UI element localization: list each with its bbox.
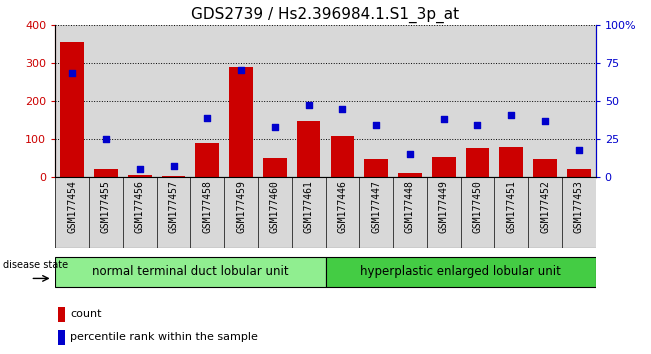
Bar — [393, 25, 427, 177]
Bar — [461, 177, 494, 248]
Point — [101, 136, 111, 142]
Text: GSM177448: GSM177448 — [405, 181, 415, 233]
Bar — [89, 25, 123, 177]
Bar — [224, 25, 258, 177]
Point — [337, 105, 348, 111]
Bar — [292, 25, 326, 177]
Bar — [123, 177, 157, 248]
Bar — [258, 25, 292, 177]
Point — [540, 118, 550, 124]
Bar — [297, 121, 320, 177]
Bar — [499, 147, 523, 177]
Bar — [94, 169, 118, 177]
Bar — [427, 25, 461, 177]
Bar — [331, 136, 354, 177]
Bar — [359, 25, 393, 177]
Point — [169, 164, 179, 169]
Bar — [58, 330, 65, 344]
Bar — [398, 173, 422, 177]
Point — [135, 167, 145, 172]
Bar — [258, 177, 292, 248]
Point — [439, 116, 449, 122]
Text: percentile rank within the sample: percentile rank within the sample — [70, 332, 258, 342]
Bar — [263, 158, 286, 177]
Point — [506, 112, 516, 118]
Text: GSM177451: GSM177451 — [506, 181, 516, 233]
Text: GSM177460: GSM177460 — [270, 181, 280, 233]
Text: GSM177452: GSM177452 — [540, 181, 550, 233]
Bar — [292, 177, 326, 248]
Bar — [58, 307, 65, 322]
Bar — [533, 160, 557, 177]
Bar — [191, 25, 224, 177]
Bar — [528, 25, 562, 177]
Bar — [161, 176, 186, 177]
Bar — [157, 177, 191, 248]
Text: GSM177453: GSM177453 — [574, 181, 584, 233]
Text: GSM177457: GSM177457 — [169, 181, 178, 233]
Text: normal terminal duct lobular unit: normal terminal duct lobular unit — [92, 265, 289, 278]
Title: GDS2739 / Hs2.396984.1.S1_3p_at: GDS2739 / Hs2.396984.1.S1_3p_at — [191, 7, 460, 23]
Bar — [55, 25, 89, 177]
Bar — [359, 177, 393, 248]
Bar — [365, 159, 388, 177]
Point — [303, 103, 314, 108]
Point — [67, 71, 77, 76]
Bar — [461, 25, 494, 177]
Bar — [89, 177, 123, 248]
Bar — [494, 25, 528, 177]
Text: GSM177456: GSM177456 — [135, 181, 145, 233]
Text: GSM177446: GSM177446 — [337, 181, 348, 233]
Point — [405, 152, 415, 157]
Bar — [55, 177, 89, 248]
Bar — [128, 175, 152, 177]
Text: GSM177454: GSM177454 — [67, 181, 77, 233]
Point — [371, 122, 381, 128]
Bar — [326, 257, 596, 287]
Text: disease state: disease state — [3, 260, 68, 270]
Text: GSM177461: GSM177461 — [303, 181, 314, 233]
Bar — [55, 257, 325, 287]
Bar — [427, 177, 461, 248]
Text: count: count — [70, 309, 102, 319]
Bar — [61, 42, 84, 177]
Point — [472, 122, 482, 128]
Point — [236, 68, 246, 73]
Bar — [465, 148, 490, 177]
Text: GSM177449: GSM177449 — [439, 181, 449, 233]
Bar — [562, 25, 596, 177]
Bar — [123, 25, 157, 177]
Text: GSM177450: GSM177450 — [473, 181, 482, 233]
Bar — [224, 177, 258, 248]
Text: GSM177447: GSM177447 — [371, 181, 381, 233]
Bar — [229, 67, 253, 177]
Bar — [432, 157, 456, 177]
Bar — [326, 25, 359, 177]
Text: hyperplastic enlarged lobular unit: hyperplastic enlarged lobular unit — [360, 265, 561, 278]
Point — [574, 147, 584, 153]
Bar — [195, 143, 219, 177]
Point — [270, 124, 280, 130]
Bar — [567, 170, 590, 177]
Bar — [494, 177, 528, 248]
Bar — [393, 177, 427, 248]
Bar — [528, 177, 562, 248]
Bar — [326, 177, 359, 248]
Bar — [191, 177, 224, 248]
Bar — [157, 25, 191, 177]
Bar — [562, 177, 596, 248]
Text: GSM177458: GSM177458 — [202, 181, 212, 233]
Point — [202, 115, 212, 120]
Text: GSM177455: GSM177455 — [101, 181, 111, 233]
Text: GSM177459: GSM177459 — [236, 181, 246, 233]
